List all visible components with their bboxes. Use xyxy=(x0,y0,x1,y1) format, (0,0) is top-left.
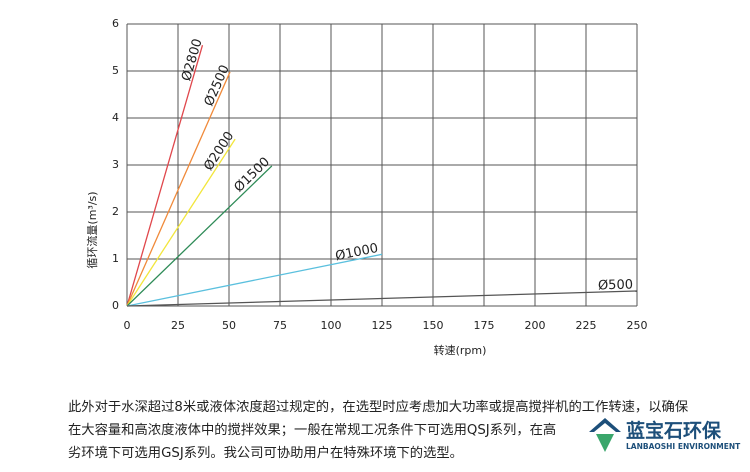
series-line xyxy=(126,44,204,307)
series-line xyxy=(126,290,638,307)
watermark-title: 蓝宝石环保 xyxy=(626,420,722,442)
series-line xyxy=(126,138,236,307)
y-tick-label: 2 xyxy=(112,205,119,218)
paragraph-line: 在大容量和高浓度液体中的搅拌效果；一般在常规工况条件下可选用QSJ系列，在高 xyxy=(68,423,557,438)
x-tick-label: 0 xyxy=(124,319,131,332)
y-tick-label: 4 xyxy=(112,111,119,124)
series-line xyxy=(126,165,273,307)
series-label: Ø500 xyxy=(598,277,633,293)
series-line xyxy=(126,71,231,307)
y-tick-label: 6 xyxy=(112,17,119,30)
paragraph-line: 劣环境下可选用GSJ系列。我公司可协助用户在特殊环境下的选型。 xyxy=(68,446,463,461)
paragraph-line: 此外对于水深超过8米或液体浓度超过规定的，在选型时应考虑加大功率或提高搅拌机的工… xyxy=(68,400,689,415)
x-tick-label: 150 xyxy=(423,319,444,332)
series-label: Ø2800 xyxy=(179,37,205,83)
series-line xyxy=(126,253,383,307)
x-tick-label: 25 xyxy=(171,319,185,332)
series-label: Ø1500 xyxy=(231,155,273,196)
y-axis-label: 循环流量(m³/s) xyxy=(85,191,99,268)
x-tick-label: 125 xyxy=(372,319,393,332)
series-label: Ø2500 xyxy=(202,63,233,109)
y-tick-label: 0 xyxy=(112,299,119,312)
x-tick-label: 200 xyxy=(525,319,546,332)
x-tick-label: 100 xyxy=(321,319,342,332)
y-tick-label: 3 xyxy=(112,158,119,171)
series-label: Ø2000 xyxy=(201,129,237,174)
x-tick-label: 50 xyxy=(222,319,236,332)
x-tick-label: 250 xyxy=(627,319,648,332)
x-tick-label: 225 xyxy=(576,319,597,332)
series-label: Ø1000 xyxy=(334,241,379,264)
x-tick-label: 75 xyxy=(273,319,287,332)
watermark-icon xyxy=(589,418,621,452)
chart: 转速(rpm) 循环流量(m³/s) 0 25 50 75 100 125 150 175 20… xyxy=(85,17,648,357)
y-tick-label: 5 xyxy=(112,64,119,77)
x-tick-label: 175 xyxy=(474,319,495,332)
watermark-subtitle: LANBAOSHI ENVIRONMENT xyxy=(626,442,741,451)
watermark: 蓝宝石环保 LANBAOSHI ENVIRONMENT xyxy=(588,412,741,460)
y-tick-label: 1 xyxy=(112,252,119,265)
x-axis-label: 转速(rpm) xyxy=(434,343,487,357)
